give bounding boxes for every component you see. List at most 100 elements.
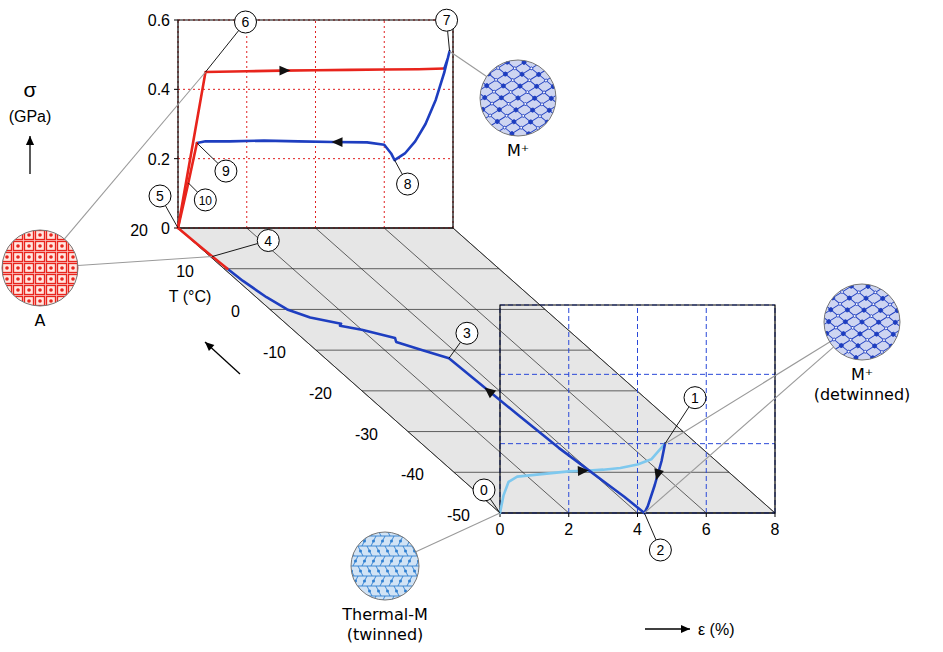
lattice-atom	[417, 580, 420, 583]
lattice-cell	[47, 242, 56, 251]
lattice-cell	[36, 286, 45, 295]
lattice-atom	[871, 302, 875, 306]
lattice-atom	[592, 91, 596, 95]
lattice-atom	[882, 284, 888, 290]
lattice-line	[477, 81, 579, 145]
lattice-atom	[399, 600, 402, 603]
arrow-head	[681, 625, 690, 633]
lattice-atom	[934, 327, 938, 331]
lattice-cell	[0, 275, 1, 284]
lattice-line	[385, 586, 390, 596]
lattice-atom	[363, 520, 366, 523]
lattice-atom	[857, 290, 861, 294]
lattice-line	[317, 556, 322, 566]
state-badge	[194, 189, 216, 211]
lattice-atom	[863, 296, 869, 302]
lattice-atom	[832, 283, 838, 289]
lattice-line	[835, 328, 937, 392]
lattice-atom	[49, 277, 53, 281]
grid-line-y	[178, 89, 453, 90]
lattice-atom	[323, 530, 326, 533]
lattice-atom	[377, 590, 380, 593]
lattice-line	[389, 556, 394, 566]
lattice-atom	[449, 550, 452, 553]
lattice-atom	[430, 106, 436, 112]
lattice-atom	[531, 55, 535, 59]
lattice-atom	[463, 106, 469, 112]
lattice-atom	[571, 60, 577, 66]
lattice-atom	[907, 332, 913, 338]
tick-label-y: 0.4	[148, 81, 170, 98]
lattice-atom	[909, 320, 915, 326]
lattice-cell	[3, 308, 12, 317]
lattice-line	[326, 556, 331, 566]
lattice-atom	[527, 24, 533, 30]
lattice-atom	[578, 120, 584, 126]
lattice-atom	[542, 90, 546, 94]
lattice-atom	[354, 520, 357, 523]
lattice-line	[462, 59, 564, 123]
lattice-line	[425, 516, 430, 526]
state-leader	[197, 143, 218, 163]
lattice-atom	[60, 277, 64, 281]
lattice-atom	[38, 299, 42, 303]
lattice-atom	[498, 54, 502, 58]
lattice-atom	[71, 310, 75, 314]
lattice-atom	[838, 302, 842, 306]
state-badge	[456, 322, 478, 344]
lattice-atom	[359, 530, 362, 533]
arrow-head	[279, 66, 290, 76]
lattice-atom	[538, 114, 542, 118]
lattice-atom	[851, 326, 855, 330]
lattice-atom	[499, 149, 503, 153]
lattice-cell	[25, 308, 34, 317]
lattice-atom	[482, 149, 486, 153]
lattice-atom	[431, 570, 434, 573]
lattice-atom	[759, 318, 765, 324]
lattice-atom	[413, 590, 416, 593]
lattice-line	[340, 566, 345, 576]
lattice-atom	[797, 295, 803, 301]
lattice-atom	[372, 520, 375, 523]
lattice-atom	[517, 83, 523, 89]
lattice-atom	[408, 520, 411, 523]
lattice-atom	[853, 314, 857, 318]
lattice-cell	[47, 264, 56, 273]
lattice-line	[811, 290, 913, 354]
lattice-cell	[14, 308, 23, 317]
lattice-atom	[869, 314, 873, 318]
inset-outline	[2, 230, 78, 306]
lattice-atom	[548, 55, 552, 59]
lattice-line	[394, 546, 399, 556]
lattice-atom	[855, 343, 861, 349]
floor-grid-strain	[178, 228, 500, 513]
series-line	[644, 444, 665, 513]
lattice-atom	[495, 119, 501, 125]
inset-leader	[78, 257, 212, 266]
state-leader	[665, 407, 689, 444]
lattice-atom	[809, 319, 815, 325]
state-leader	[395, 160, 403, 174]
lattice-atom	[557, 103, 561, 107]
lattice-line	[331, 606, 336, 616]
lattice-atom	[49, 299, 53, 303]
lattice-cell	[58, 286, 67, 295]
lattice-atom	[49, 288, 53, 292]
lattice-atom	[457, 101, 461, 105]
lattice-atom	[71, 266, 75, 270]
lattice-atom	[553, 126, 557, 130]
lattice-atom	[82, 299, 86, 303]
lattice-cell	[3, 220, 12, 229]
lattice-atom	[534, 138, 538, 142]
lattice-line	[448, 546, 453, 556]
lattice-atom	[600, 84, 606, 90]
lattice-cell	[25, 286, 34, 295]
lattice-atom	[27, 244, 31, 248]
lattice-atom	[538, 60, 544, 66]
lattice-atom	[480, 66, 484, 70]
lattice-cell	[80, 220, 89, 229]
lattice-atom	[489, 154, 495, 160]
lattice-line	[376, 586, 381, 596]
lattice-line	[488, 25, 586, 148]
lattice-atom	[440, 101, 444, 105]
